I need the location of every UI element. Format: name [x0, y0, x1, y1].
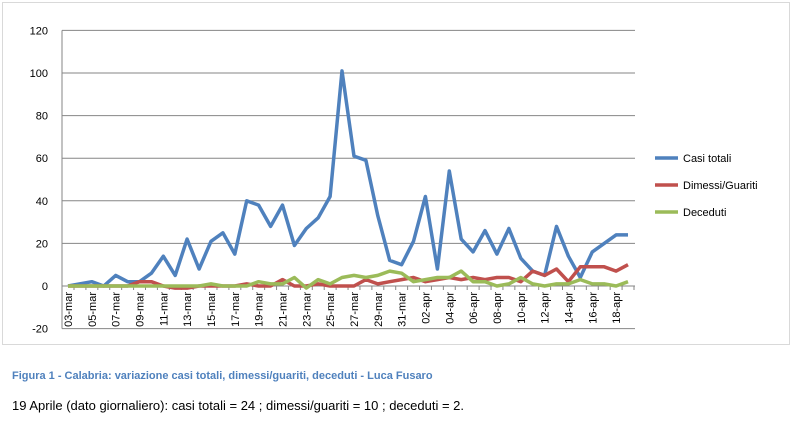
- x-tick-label: 09-mar: [134, 292, 146, 327]
- x-tick-label: 29-mar: [373, 292, 385, 327]
- legend-label: Casi totali: [683, 153, 731, 165]
- x-tick-label: 11-mar: [158, 292, 170, 326]
- legend-label: Dimessi/Guariti: [683, 180, 758, 192]
- y-tick-label: 20: [36, 238, 48, 250]
- x-tick-label: 12-apr: [540, 292, 552, 324]
- x-tick-label: 03-mar: [63, 292, 75, 327]
- x-tick-label: 25-mar: [325, 292, 337, 327]
- y-tick-label: 40: [36, 196, 48, 208]
- y-tick-label: 0: [42, 281, 48, 293]
- series-line-deceduti: [68, 269, 629, 290]
- x-tick-label: 19-mar: [254, 292, 266, 327]
- x-tick-label: 31-mar: [397, 292, 409, 327]
- x-tick-label: 21-mar: [277, 292, 289, 327]
- line-chart: -20 0 20 40 60 80 100 120 03-mar 05-mar 07-mar 09-m…: [30, 25, 758, 336]
- x-tick-label: 15-mar: [206, 292, 218, 327]
- x-tick-label: 08-apr: [492, 292, 504, 324]
- x-tick-label: 18-apr: [611, 292, 623, 324]
- x-tick-label: 17-mar: [230, 292, 242, 327]
- legend-label: Deceduti: [683, 207, 726, 219]
- figure-caption: Figura 1 - Calabria: variazione casi tot…: [12, 370, 433, 382]
- x-tick-label: 14-apr: [563, 292, 575, 324]
- x-tick-label: 04-apr: [444, 292, 456, 324]
- y-tick-label: 80: [36, 111, 48, 123]
- x-tick-label: 05-mar: [87, 292, 99, 327]
- x-tick-label: 27-mar: [349, 292, 361, 327]
- series-line-casi-totali: [67, 69, 628, 288]
- x-tick-label: 10-apr: [516, 292, 528, 324]
- x-tick-label: 07-mar: [111, 292, 123, 327]
- daily-note: 19 Aprile (dato giornaliero): casi total…: [12, 398, 465, 413]
- y-tick-label: 60: [36, 153, 48, 165]
- x-tick-label: 23-mar: [301, 292, 313, 327]
- x-tick-label: 06-apr: [468, 292, 480, 324]
- x-tick-label: 02-apr: [420, 292, 432, 324]
- y-tick-label: 120: [30, 25, 48, 37]
- x-tick-label: 16-apr: [587, 292, 599, 324]
- y-tick-label: 100: [30, 68, 48, 80]
- x-tick-label: 13-mar: [182, 292, 194, 327]
- chart-area: [2, 2, 790, 345]
- y-tick-label: -20: [32, 324, 48, 336]
